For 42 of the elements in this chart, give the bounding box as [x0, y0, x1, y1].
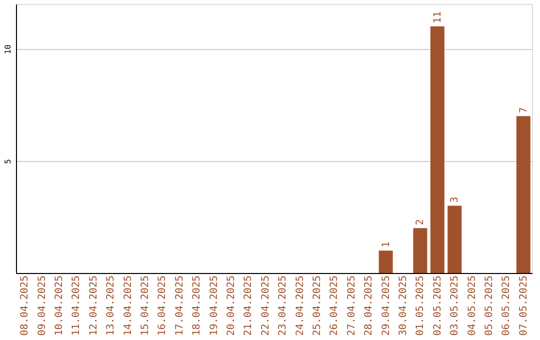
x-tick-label: 12.04.2025: [88, 276, 100, 336]
x-tick-label: 23.04.2025: [278, 276, 289, 336]
data-label: 7: [518, 107, 530, 114]
data-label: 11: [432, 11, 444, 24]
data-label: 2: [415, 219, 426, 226]
x-tick-label: 13.04.2025: [106, 276, 117, 336]
y-tick-label: 10: [4, 44, 12, 54]
x-tick-label: 10.04.2025: [54, 276, 65, 336]
bar: [430, 26, 444, 273]
x-tick-label: 11.04.2025: [71, 276, 82, 336]
x-tick-label: 15.04.2025: [140, 276, 151, 336]
x-tick-label: 24.04.2025: [294, 276, 306, 336]
x-tick-label: 28.04.2025: [364, 276, 375, 336]
x-tick-label: 21.04.2025: [243, 276, 254, 336]
bar: [378, 250, 393, 273]
x-tick-label: 14.04.2025: [122, 276, 134, 336]
x-tick-label: 19.04.2025: [208, 276, 220, 336]
bar: [516, 116, 530, 273]
y-tick-label: 5: [4, 158, 12, 164]
x-tick-label: 06.05.2025: [501, 276, 512, 336]
x-tick-label: 05.05.2025: [484, 276, 495, 336]
data-label: 1: [380, 242, 392, 248]
x-tick-label: 07.05.2025: [518, 276, 530, 336]
x-tick-label: 25.04.2025: [312, 276, 323, 336]
x-tick-label: 04.05.2025: [466, 276, 478, 336]
bar: [413, 228, 428, 273]
x-tick-label: 20.04.2025: [226, 276, 237, 336]
x-tick-label: 27.04.2025: [346, 276, 358, 336]
x-tick-label: 22.04.2025: [260, 276, 272, 336]
x-tick-label: 26.04.2025: [329, 276, 340, 336]
x-tick-label: 18.04.2025: [192, 276, 203, 336]
x-tick-label: 01.05.2025: [415, 276, 426, 336]
x-tick-label: 08.04.2025: [20, 276, 31, 336]
x-tick-label: 17.04.2025: [174, 276, 186, 336]
x-tick-label: 30.04.2025: [398, 276, 409, 336]
x-tick-label: 09.04.2025: [36, 276, 48, 336]
data-label: 3: [450, 196, 461, 203]
x-tick-label: 03.05.2025: [450, 276, 461, 336]
bar: [448, 206, 462, 273]
x-tick-label: 02.05.2025: [432, 276, 444, 336]
x-tick-label: 29.04.2025: [380, 276, 392, 336]
x-tick-label: 16.04.2025: [157, 276, 168, 336]
